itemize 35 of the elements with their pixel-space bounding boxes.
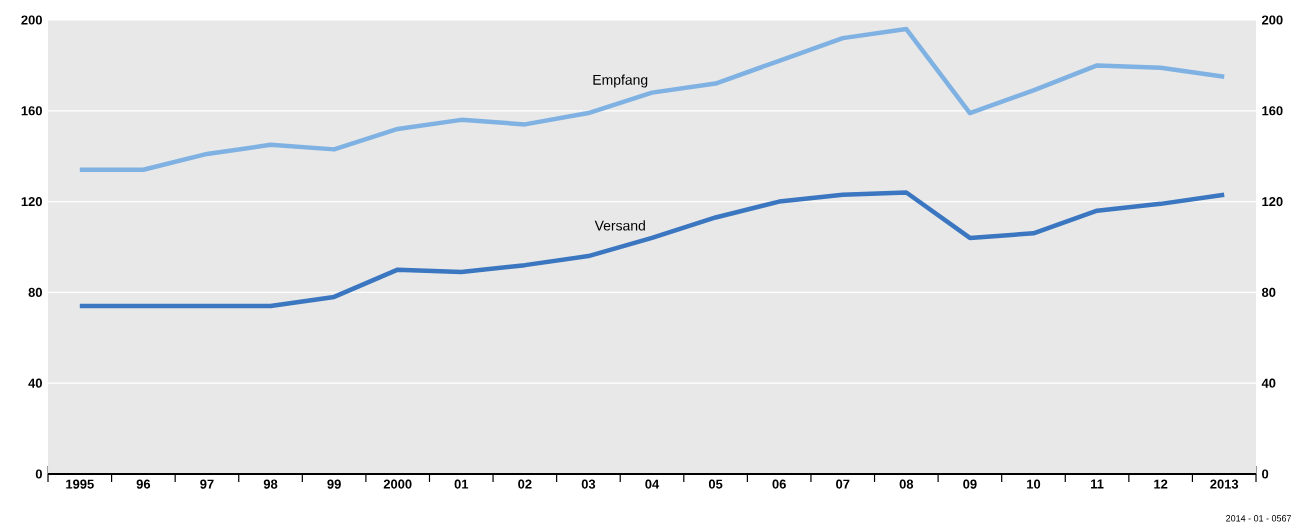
x-tick-label: 97 <box>200 479 214 489</box>
text: 2014 - 01 - 0567 <box>1226 515 1292 522</box>
series-label: Empfang <box>593 74 648 88</box>
series-label: Versand <box>594 220 645 231</box>
x-tick-label: 04 <box>645 479 660 489</box>
y2-tick-label: 40 <box>1261 378 1276 388</box>
x-tick-label: 10 <box>1027 479 1041 489</box>
x-tick-label: 05 <box>708 479 723 489</box>
x-tick-label: 09 <box>963 479 977 489</box>
x-tick-label: 06 <box>772 479 786 489</box>
y-tick-label: 200 <box>21 15 42 25</box>
y2-tick-label: 0 <box>1262 469 1269 479</box>
x-tick-label: 2013 <box>1210 479 1239 489</box>
x-tick-label: 98 <box>263 479 278 489</box>
y2-tick-label: 120 <box>1262 197 1283 207</box>
x-tick-label: 12 <box>1154 479 1168 489</box>
y2-tick-label: 80 <box>1261 287 1276 297</box>
y-tick-label: 80 <box>28 287 42 297</box>
y2-tick-label: 160 <box>1262 106 1283 116</box>
x-tick-label: 01 <box>454 479 469 489</box>
x-tick-label: 08 <box>899 479 914 489</box>
y-tick-label: 160 <box>21 106 42 116</box>
y-tick-label: 40 <box>28 378 42 388</box>
x-tick-label: 2000 <box>383 479 412 489</box>
y-tick-label: 120 <box>21 197 42 207</box>
y-tick-label: 0 <box>35 469 42 479</box>
x-tick-label: 99 <box>327 479 341 489</box>
x-tick-label: 1995 <box>66 479 94 489</box>
line-series <box>77 26 1227 173</box>
x-tick-label: 11 <box>1091 479 1104 489</box>
x-tick-label: 03 <box>581 479 596 489</box>
x-tick-label: 02 <box>518 479 532 489</box>
x-tick-label: 07 <box>836 479 850 489</box>
y2-tick-label: 200 <box>1261 15 1283 25</box>
x-tick-label: 96 <box>136 479 151 489</box>
